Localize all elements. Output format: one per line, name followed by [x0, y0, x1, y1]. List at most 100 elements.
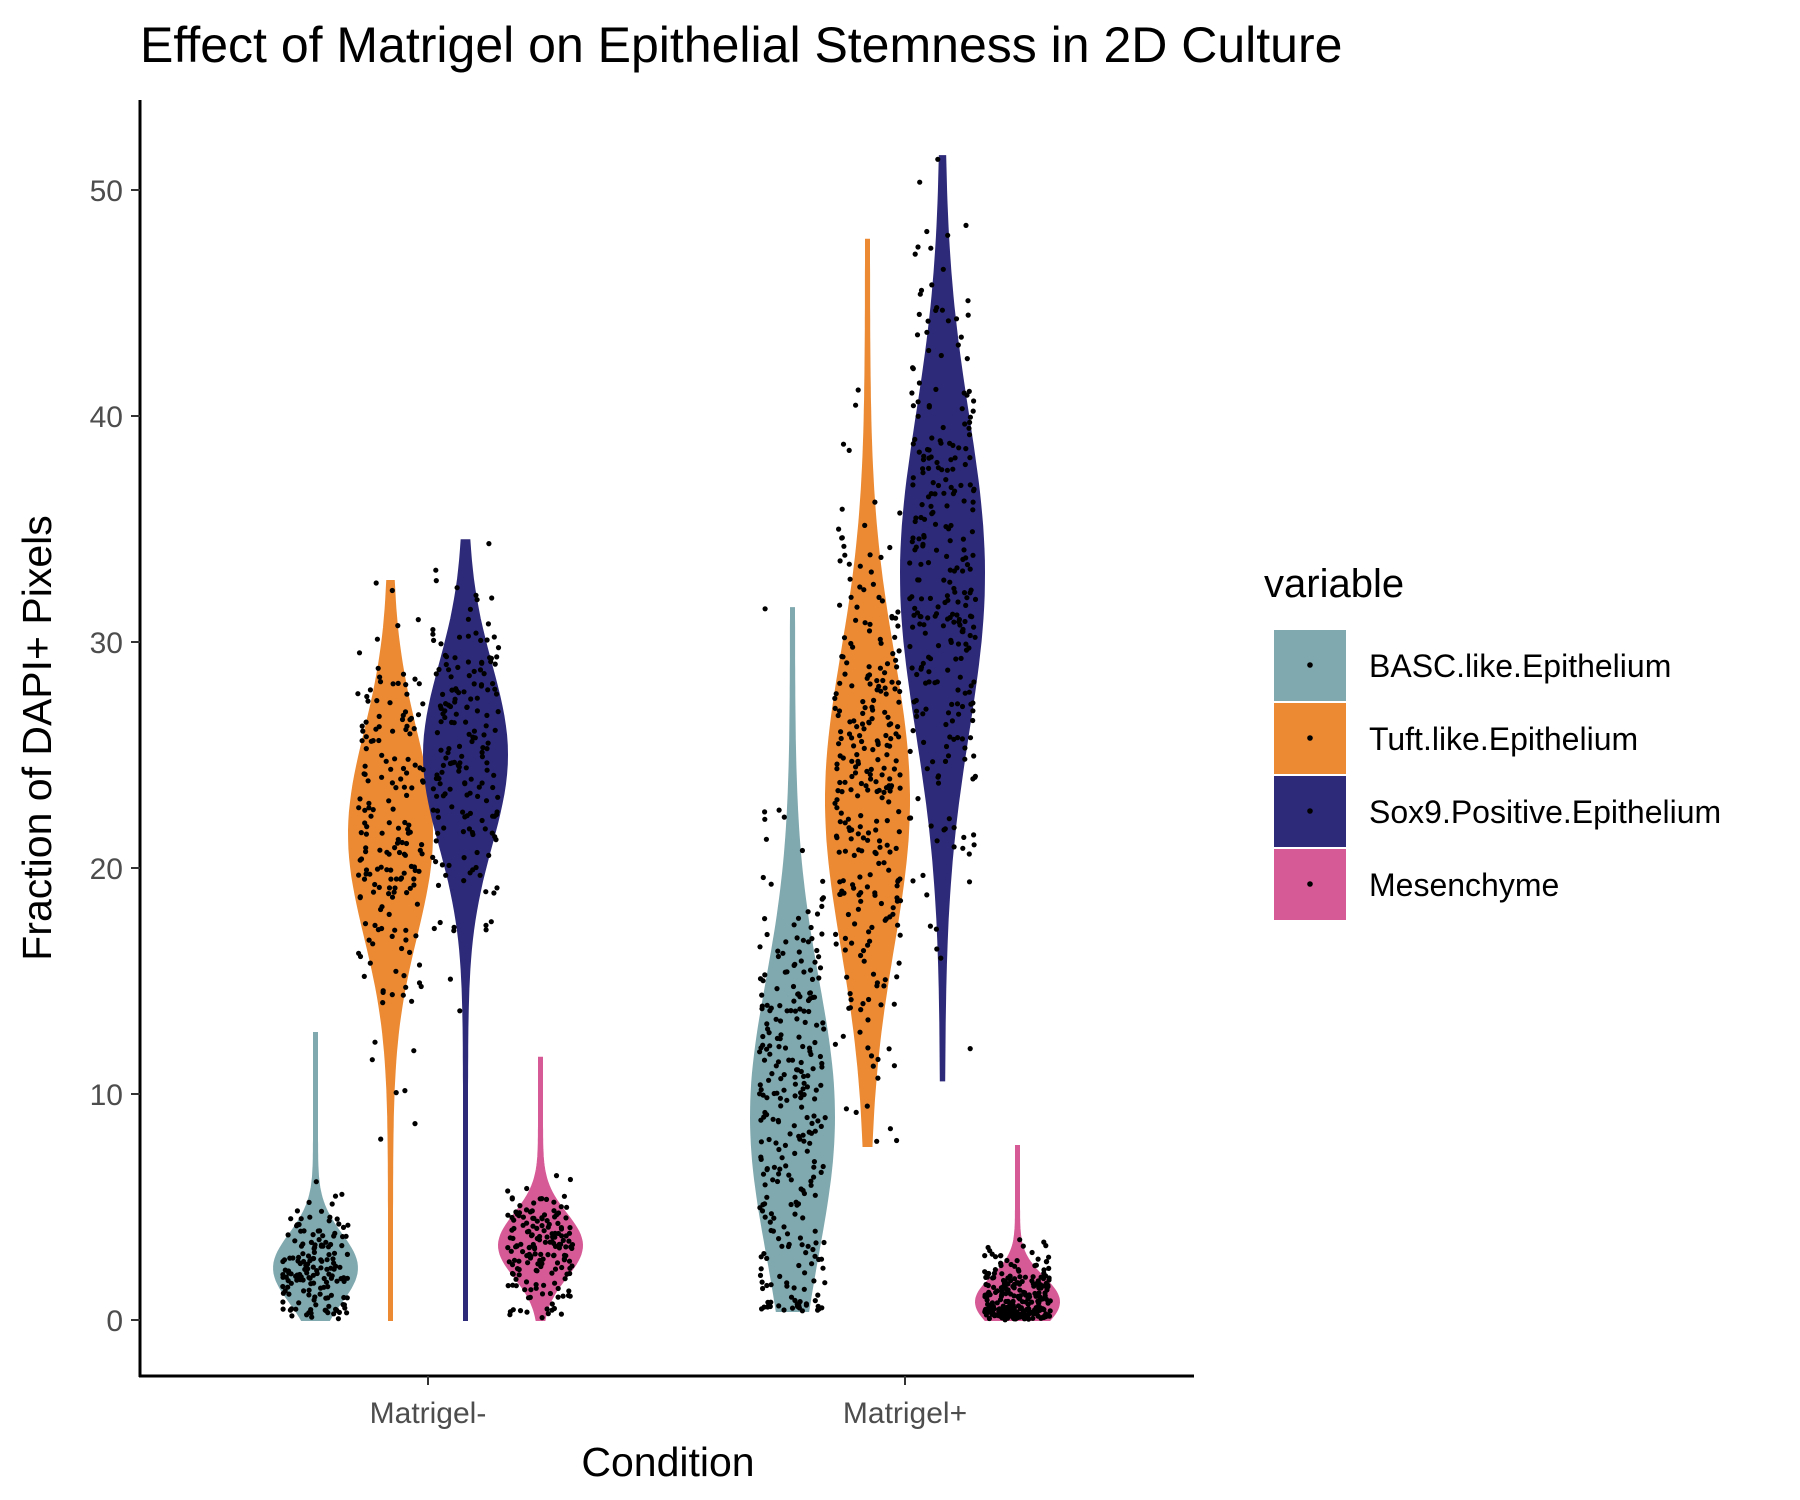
data-point: [804, 1148, 810, 1154]
data-point: [895, 877, 901, 883]
data-point: [967, 455, 973, 461]
data-point: [892, 634, 898, 640]
data-point: [357, 857, 363, 863]
data-point: [935, 643, 942, 649]
data-point: [971, 398, 977, 404]
data-point: [877, 665, 884, 671]
data-point: [856, 847, 862, 853]
data-point: [920, 711, 926, 717]
data-point: [775, 1059, 782, 1065]
data-point: [863, 783, 869, 789]
data-point: [782, 1045, 789, 1051]
data-point: [760, 874, 766, 881]
data-point: [544, 1218, 550, 1224]
data-point: [817, 1053, 824, 1060]
data-point: [387, 700, 393, 706]
data-point: [912, 251, 918, 257]
data-point: [812, 1228, 818, 1234]
data-point: [886, 799, 892, 805]
data-point: [325, 1284, 331, 1290]
data-point: [943, 477, 949, 483]
data-point: [389, 780, 395, 786]
data-point: [815, 1118, 821, 1124]
jitter-points: [280, 156, 1053, 1323]
data-point: [365, 778, 371, 784]
data-point: [332, 1193, 339, 1199]
data-point: [1001, 1280, 1008, 1287]
data-point: [994, 1300, 1000, 1306]
data-point: [451, 928, 457, 934]
y-tick-label: 50: [90, 175, 123, 208]
data-point: [947, 538, 953, 544]
data-point: [395, 623, 401, 629]
data-point: [791, 998, 797, 1004]
data-point: [367, 687, 373, 693]
data-point: [802, 1270, 808, 1276]
data-point: [925, 494, 932, 500]
data-point: [867, 938, 873, 944]
data-point: [1038, 1285, 1044, 1291]
data-point: [505, 1188, 511, 1194]
data-point: [477, 667, 484, 673]
data-point: [934, 459, 940, 466]
data-point: [985, 1271, 991, 1278]
data-point: [838, 735, 844, 742]
data-point: [814, 947, 820, 954]
data-point: [896, 960, 902, 966]
data-point: [542, 1239, 549, 1245]
violin-mesenchyme-matrigel-minus: [497, 1056, 584, 1321]
data-point: [928, 823, 934, 829]
data-point: [808, 1182, 814, 1188]
data-point: [880, 677, 886, 684]
data-point: [802, 1019, 808, 1025]
data-point: [791, 922, 797, 928]
data-point: [866, 996, 872, 1003]
data-point: [852, 921, 858, 927]
data-point: [344, 1310, 350, 1316]
data-point: [364, 693, 370, 700]
data-point: [913, 697, 919, 704]
data-point: [967, 735, 974, 741]
data-point: [392, 927, 398, 933]
data-point: [1044, 1259, 1050, 1265]
data-point: [926, 447, 932, 453]
data-point: [951, 619, 957, 625]
data-point: [872, 499, 878, 505]
data-point: [389, 933, 395, 940]
data-point: [800, 1215, 806, 1221]
data-point: [456, 764, 462, 770]
data-point: [393, 1090, 399, 1096]
data-point: [887, 776, 893, 782]
data-point: [757, 1272, 764, 1278]
data-point: [563, 1215, 569, 1221]
chart-title: Effect of Matrigel on Epithelial Stemnes…: [140, 17, 1342, 73]
data-point: [945, 710, 952, 716]
data-point: [764, 1095, 770, 1101]
data-point: [821, 1239, 827, 1246]
data-point: [392, 845, 398, 851]
data-point: [505, 1245, 511, 1251]
data-point: [761, 1057, 768, 1063]
data-point: [405, 826, 411, 832]
data-point: [318, 1242, 325, 1248]
data-point: [951, 736, 957, 742]
data-point: [283, 1274, 289, 1280]
data-point: [451, 720, 457, 726]
data-point: [407, 731, 413, 737]
data-point: [871, 697, 877, 704]
data-point: [814, 1022, 820, 1028]
data-point: [811, 1113, 817, 1119]
data-point: [943, 524, 949, 530]
data-point: [479, 780, 485, 786]
data-point: [539, 1315, 545, 1321]
data-point: [947, 440, 953, 446]
data-point: [440, 793, 446, 799]
data-point: [875, 1075, 881, 1081]
data-point: [775, 948, 781, 954]
data-point: [783, 1163, 789, 1169]
data-point: [545, 1311, 551, 1317]
data-point: [777, 1018, 784, 1024]
data-point: [926, 404, 932, 410]
data-point: [551, 1252, 557, 1258]
data-point: [539, 1291, 546, 1297]
